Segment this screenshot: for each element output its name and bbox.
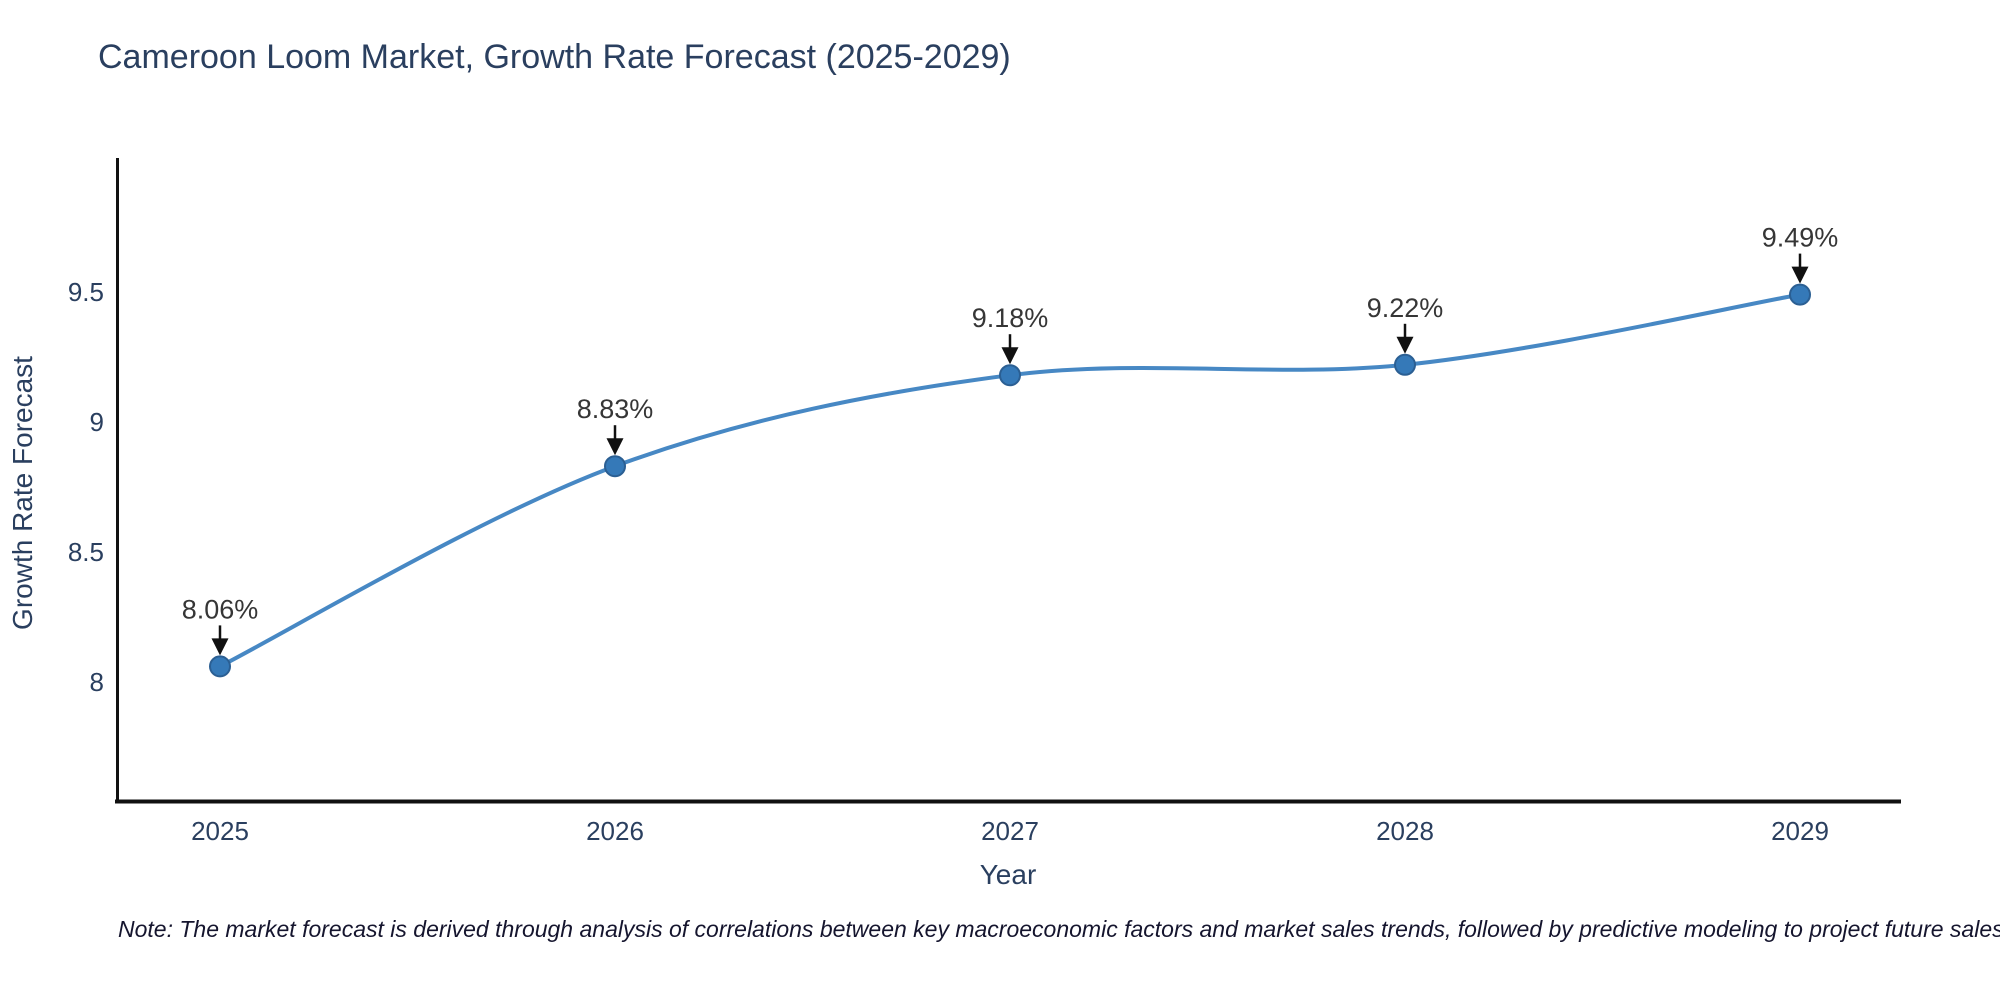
y-tick-label: 8: [90, 667, 104, 697]
series-group: [209, 283, 1811, 678]
y-ticks-group: 8 8.5 9 9.5: [68, 277, 104, 697]
x-tick-label: 2029: [1771, 816, 1829, 846]
data-point-marker[interactable]: [1394, 353, 1416, 376]
x-tick-label: 2025: [191, 816, 249, 846]
y-tick-label: 9.5: [68, 277, 104, 307]
data-point-marker[interactable]: [1789, 283, 1811, 306]
y-tick-label: 9: [90, 407, 104, 437]
data-point-marker[interactable]: [999, 364, 1021, 387]
x-tick-label: 2027: [981, 816, 1039, 846]
annotation-arrowhead: [1001, 347, 1019, 365]
x-axis-title: Year: [980, 859, 1037, 890]
x-tick-label: 2026: [586, 816, 644, 846]
point-value-label: 8.83%: [577, 394, 654, 424]
annotation-arrowhead: [211, 638, 229, 656]
footnote: Note: The market forecast is derived thr…: [118, 916, 2000, 942]
data-point-marker[interactable]: [209, 655, 231, 678]
y-axis-title: Growth Rate Forecast: [7, 356, 38, 630]
data-point-marker[interactable]: [604, 455, 626, 478]
chart-title: Cameroon Loom Market, Growth Rate Foreca…: [98, 38, 1011, 76]
annotation-arrowhead: [606, 438, 624, 456]
point-value-label: 9.22%: [1367, 293, 1444, 323]
annotation-arrowhead: [1791, 266, 1809, 284]
x-tick-label: 2028: [1376, 816, 1434, 846]
annotation-arrowhead: [1396, 336, 1414, 354]
point-value-label: 9.18%: [972, 303, 1049, 333]
y-tick-label: 8.5: [68, 537, 104, 567]
annotations-group: 8.06% 8.83% 9.18% 9.22% 9.49%: [182, 223, 1839, 656]
point-value-label: 9.49%: [1762, 223, 1839, 253]
x-ticks-group: 2025 2026 2027 2028 2029: [191, 816, 1829, 846]
point-value-label: 8.06%: [182, 594, 259, 624]
